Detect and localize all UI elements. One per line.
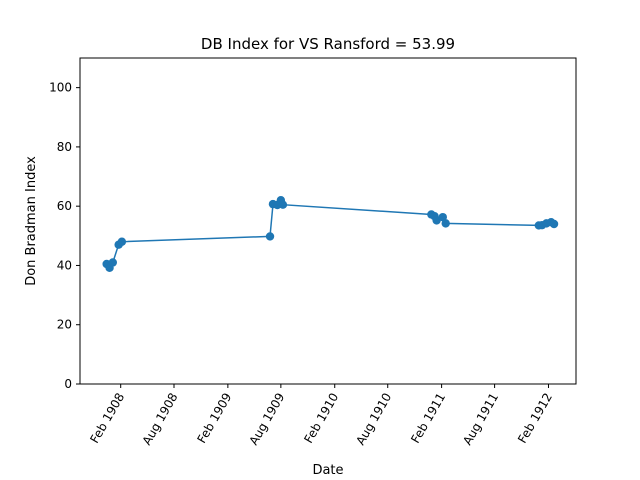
y-tick-label: 40 bbox=[57, 258, 72, 272]
data-point bbox=[278, 200, 288, 209]
y-tick-label: 80 bbox=[57, 140, 72, 154]
chart-title: DB Index for VS Ransford = 53.99 bbox=[201, 35, 455, 53]
data-point bbox=[117, 237, 127, 246]
y-axis-label: Don Bradman Index bbox=[24, 156, 39, 286]
plot-frame bbox=[79, 57, 577, 385]
y-tick-label: 60 bbox=[57, 199, 72, 213]
y-axis: 0 20 40 60 80 100 bbox=[49, 81, 80, 391]
data-point bbox=[549, 219, 559, 229]
plot-area bbox=[79, 57, 577, 385]
x-axis-label: Date bbox=[312, 463, 343, 478]
y-tick-label: 0 bbox=[64, 377, 72, 391]
data-point bbox=[265, 232, 275, 241]
data-point bbox=[441, 219, 450, 228]
y-tick-label: 20 bbox=[57, 318, 72, 332]
series bbox=[102, 196, 559, 273]
y-tick-label: 100 bbox=[49, 81, 72, 95]
data-point bbox=[432, 216, 441, 225]
data-point bbox=[438, 212, 447, 222]
data-point bbox=[108, 258, 117, 267]
